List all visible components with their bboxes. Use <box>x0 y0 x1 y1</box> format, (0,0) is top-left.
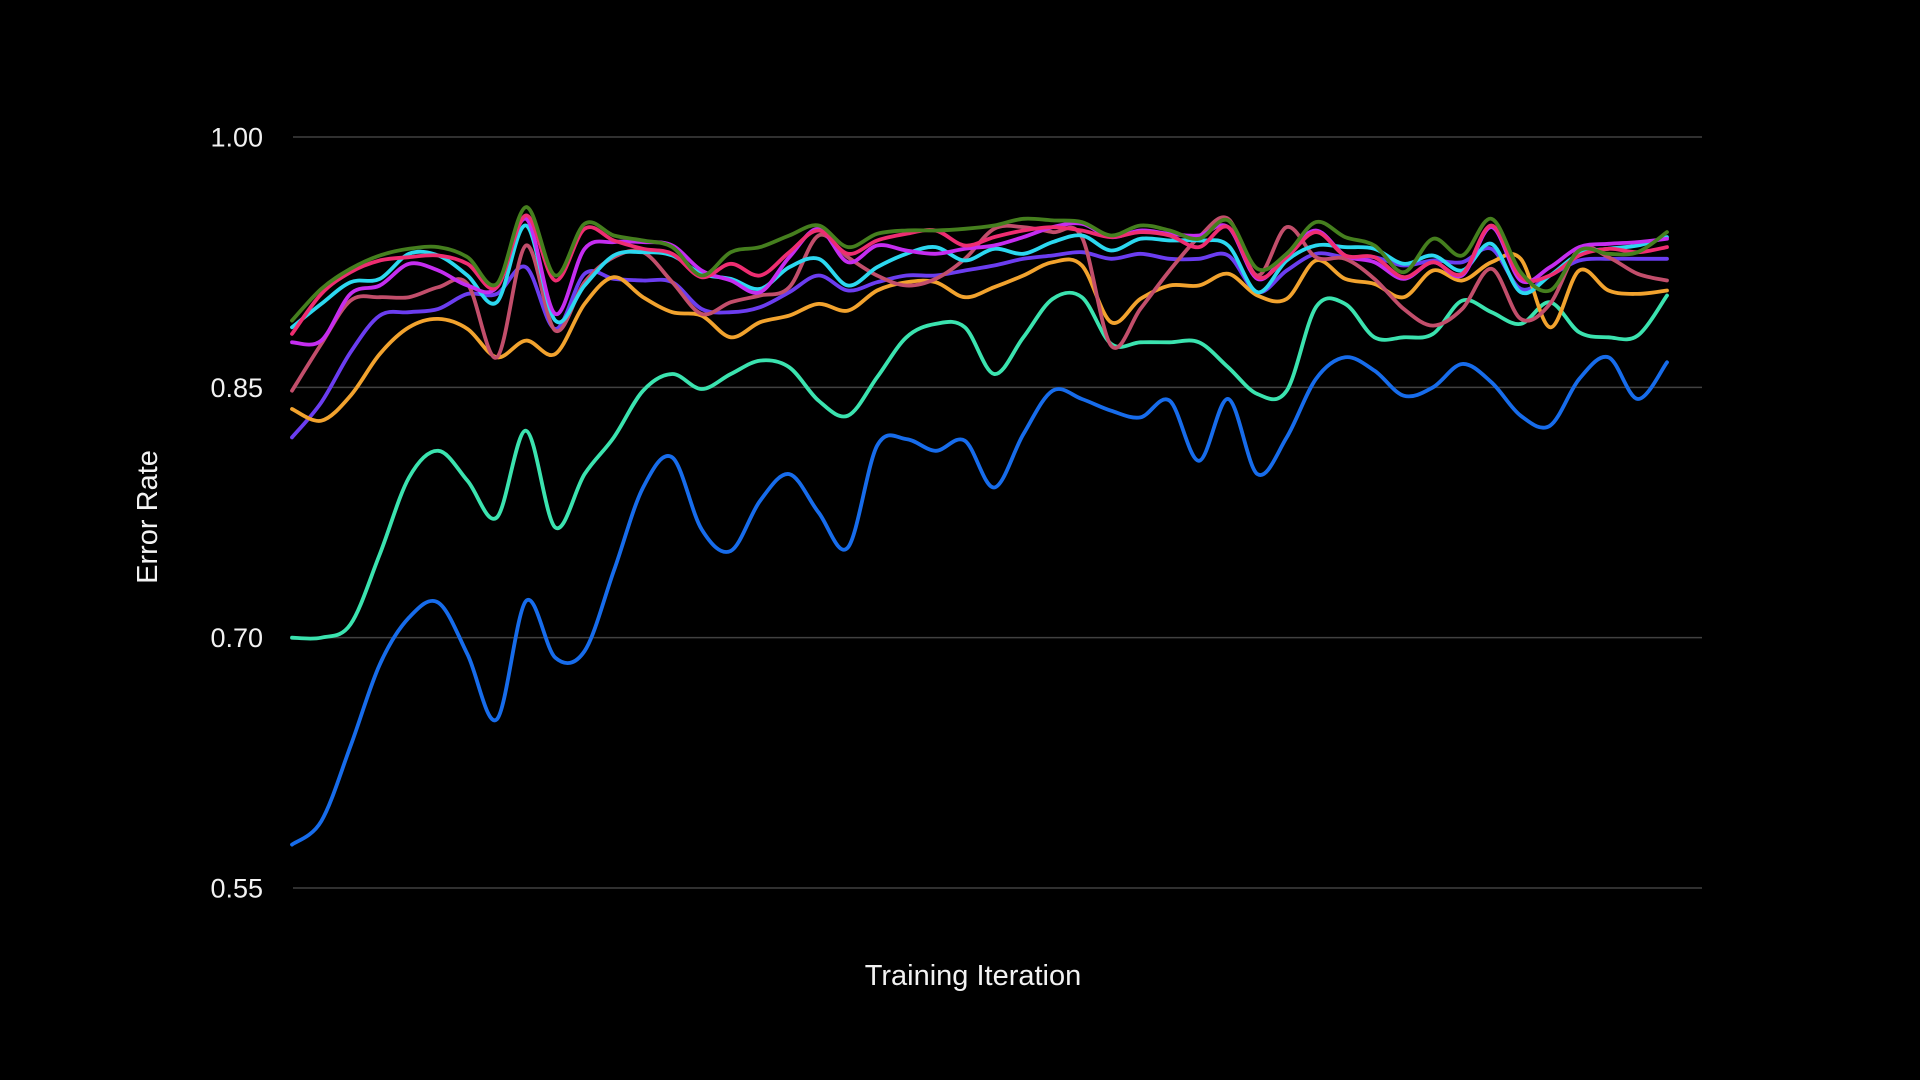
series-run-green-line <box>290 205 1669 323</box>
y-tick-label-0.85: 0.85 <box>210 373 263 403</box>
gridlines <box>293 136 1702 889</box>
y-tick-labels: 1.00 0.85 0.70 0.55 <box>210 123 263 904</box>
series-run-pink-line <box>290 213 1669 336</box>
series-run-teal-line <box>290 290 1669 641</box>
y-tick-label-1.00: 1.00 <box>210 123 263 153</box>
y-axis-title: Error Rate <box>132 450 164 584</box>
series-lines <box>290 205 1669 847</box>
series-run-orange-line <box>290 252 1669 423</box>
y-tick-label-0.55: 0.55 <box>210 874 263 904</box>
series-run-cyan-line <box>290 223 1669 330</box>
series-run-blue-line <box>290 354 1669 847</box>
x-axis-title: Training Iteration <box>865 960 1082 992</box>
y-tick-label-0.70: 0.70 <box>210 623 263 653</box>
